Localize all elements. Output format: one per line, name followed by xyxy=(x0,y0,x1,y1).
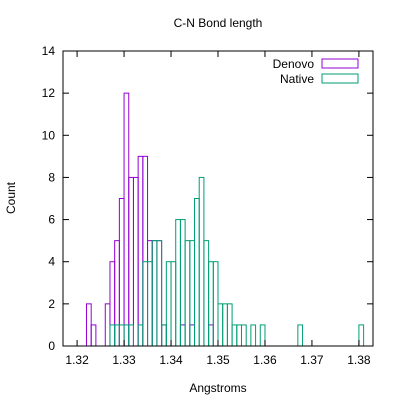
histogram-bar-native xyxy=(240,324,247,347)
histogram-bar-native xyxy=(194,198,200,347)
x-tick-label: 1.36 xyxy=(253,353,277,367)
x-tick-label: 1.32 xyxy=(65,353,89,367)
histogram-bar-denovo xyxy=(161,324,167,347)
histogram-bar-denovo xyxy=(109,261,116,347)
histogram-bar-native xyxy=(198,176,205,347)
y-tick-label: 6 xyxy=(48,213,55,227)
histogram-bar-native xyxy=(189,240,196,347)
histogram-bar-denovo xyxy=(147,240,153,347)
x-tick-label: 1.35 xyxy=(206,353,230,367)
histogram-bar-native xyxy=(358,324,365,347)
y-tick-label: 8 xyxy=(48,170,55,184)
y-tick-label: 12 xyxy=(42,86,56,100)
histogram-bar-native xyxy=(170,261,177,347)
histogram-bar-native xyxy=(151,240,158,347)
chart-title: C-N Bond length xyxy=(174,16,263,30)
histogram-bar-denovo xyxy=(114,240,120,347)
histogram-bar-denovo xyxy=(128,176,134,347)
histogram-bar-native xyxy=(142,261,149,347)
histogram-bar-native xyxy=(236,324,242,347)
histogram-bar-denovo xyxy=(142,155,149,347)
histogram-bar-native xyxy=(175,219,181,347)
y-tick-label: 10 xyxy=(42,128,56,142)
histogram-bar-native xyxy=(203,240,210,347)
x-axis-label: Angstroms xyxy=(189,381,246,395)
histogram-bar-native xyxy=(128,324,134,347)
legend-label-native: Native xyxy=(280,72,314,86)
histogram-bar-denovo xyxy=(132,176,139,347)
histogram-bar-native xyxy=(114,324,120,347)
histogram-bar-denovo xyxy=(123,92,130,347)
y-tick-label: 4 xyxy=(48,255,55,269)
histogram-bar-denovo xyxy=(85,303,92,347)
histogram-bar-denovo xyxy=(118,198,125,347)
histogram-bar-denovo xyxy=(137,155,144,347)
histogram-bar-native xyxy=(165,261,172,347)
histogram-bar-native xyxy=(156,240,163,347)
histogram-bar-native xyxy=(123,324,130,347)
bars-layer xyxy=(85,92,365,347)
histogram-bar-native xyxy=(226,303,233,347)
y-tick-label: 2 xyxy=(48,297,55,311)
histogram-bar-native xyxy=(297,324,304,347)
histogram-bar-denovo xyxy=(208,324,214,347)
x-tick-label: 1.34 xyxy=(159,353,183,367)
histogram-bar-native xyxy=(118,324,125,347)
histogram-bar-native xyxy=(184,240,191,347)
x-tick-label: 1.37 xyxy=(300,353,324,367)
histogram-bar-native xyxy=(259,324,266,347)
histogram-bar-denovo xyxy=(90,324,97,347)
histogram-bar-native xyxy=(222,303,228,347)
histogram-bar-native xyxy=(161,324,167,347)
histogram-bar-native xyxy=(217,303,224,347)
ticks-layer: 1.32 1.33 1.34 1.35 1.36 1.37 1.38 0 2 4 6 8 10 12 14 xyxy=(42,44,373,367)
legend-label-denovo: Denovo xyxy=(273,57,315,71)
histogram-bar-native xyxy=(231,324,238,347)
histogram-bar-native xyxy=(109,324,116,347)
histogram-bar-native xyxy=(212,261,219,347)
histogram-bar-native xyxy=(137,324,144,347)
histogram-bar-native xyxy=(250,324,257,347)
histogram-bar-native xyxy=(208,261,214,347)
histogram-bar-denovo xyxy=(189,324,196,347)
histogram-bar-denovo xyxy=(179,324,186,347)
y-tick-label: 0 xyxy=(48,339,55,353)
histogram-bar-denovo xyxy=(151,240,158,347)
y-tick-label: 14 xyxy=(42,44,56,58)
histogram-bar-denovo xyxy=(104,303,111,347)
x-tick-label: 1.38 xyxy=(347,353,371,367)
legend-swatch-denovo xyxy=(321,58,359,69)
x-tick-label: 1.33 xyxy=(112,353,136,367)
histogram-bar-native xyxy=(147,261,153,347)
legend-swatch-native xyxy=(321,73,359,84)
histogram-bar-denovo xyxy=(156,240,163,347)
y-axis-label: Count xyxy=(4,181,18,214)
histogram-bar-native xyxy=(179,219,186,347)
